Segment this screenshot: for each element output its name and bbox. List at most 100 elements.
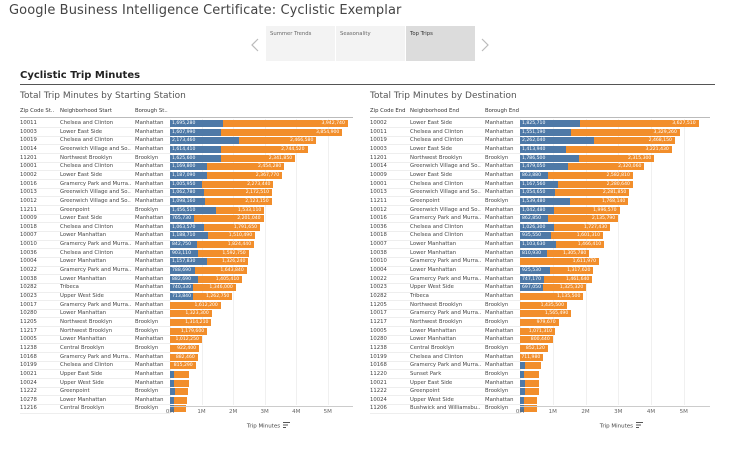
table-row[interactable]: 10024 Upper West Side Manhattan xyxy=(370,396,710,405)
table-row[interactable]: 10021 Upper East Side Manhattan xyxy=(20,370,353,379)
table-row[interactable]: 11216 Central Brooklyn Brooklyn xyxy=(20,404,353,413)
table-row[interactable]: 11211 Greenpoint Brooklyn 1,456,510 1,533,11… xyxy=(20,206,353,215)
bar-segment-orange[interactable] xyxy=(238,137,317,145)
bar-segment-orange[interactable] xyxy=(548,215,619,223)
table-row[interactable]: 10021 Upper East Side Manhattan xyxy=(370,379,710,388)
bar-segment-orange[interactable] xyxy=(524,362,542,370)
bar-segment-orange[interactable] xyxy=(220,145,308,153)
bar-segment-orange[interactable] xyxy=(206,163,285,171)
table-row[interactable]: 11205 Northwest Brooklyn Brooklyn 1,435,500 xyxy=(370,301,710,310)
bar-segment-orange[interactable] xyxy=(520,353,544,361)
table-row[interactable]: 10038 Lower Manhattan Manhattan 810,930 1,30… xyxy=(370,249,710,258)
bar-segment-blue[interactable] xyxy=(170,405,175,413)
bar-segment-orange[interactable] xyxy=(546,249,590,257)
bar-segment-blue[interactable] xyxy=(520,396,524,404)
table-row[interactable]: 10005 Lower Manhattan Manhattan 1,071,310 xyxy=(370,327,710,336)
bar-segment-orange[interactable] xyxy=(523,396,538,404)
table-row[interactable]: 10012 Greenwich Village and So.. Manhattan… xyxy=(20,197,353,206)
bar-segment-blue[interactable] xyxy=(170,284,194,292)
table-row[interactable]: 11201 Northwest Brooklyn Brooklyn 1,625,600… xyxy=(20,154,353,163)
bar-segment-orange[interactable] xyxy=(201,180,274,188)
bar-segment-orange[interactable] xyxy=(520,301,568,309)
bar-segment-orange[interactable] xyxy=(196,241,255,249)
bar-segment-orange[interactable] xyxy=(520,327,556,335)
table-row[interactable]: 11205 Northwest Brooklyn Brooklyn 1,314,210 xyxy=(20,318,353,327)
table-row[interactable]: 10007 Lower Manhattan Manhattan 1,103,630 1,… xyxy=(370,240,710,249)
bar-segment-orange[interactable] xyxy=(570,128,680,136)
table-row[interactable]: 11217 Northwest Brooklyn Brooklyn 1,179,600 xyxy=(20,327,353,336)
bar-segment-blue[interactable] xyxy=(170,189,204,197)
sort-icon[interactable] xyxy=(283,422,291,430)
bar-segment-orange[interactable] xyxy=(520,310,572,318)
column-header[interactable]: Borough St.. xyxy=(135,108,168,114)
bar-segment-orange[interactable] xyxy=(193,284,236,292)
table-row[interactable]: 11206 Bushwick and Williamsbu.. Brooklyn xyxy=(370,404,710,413)
bar-segment-blue[interactable] xyxy=(170,275,198,283)
chevron-right-icon[interactable] xyxy=(478,38,492,52)
bar-segment-blue[interactable] xyxy=(170,396,175,404)
bar-segment-blue[interactable] xyxy=(170,388,175,396)
bar-segment-blue[interactable] xyxy=(170,128,221,136)
bar-segment-blue[interactable] xyxy=(520,370,525,378)
bar-segment-blue[interactable] xyxy=(170,180,202,188)
bar-segment-orange[interactable] xyxy=(194,215,264,223)
bar-segment-orange[interactable] xyxy=(174,388,188,396)
bar-segment-orange[interactable] xyxy=(170,301,221,309)
bar-segment-blue[interactable] xyxy=(170,206,216,214)
bar-segment-orange[interactable] xyxy=(578,154,655,162)
bar-segment-orange[interactable] xyxy=(520,344,548,352)
bar-segment-blue[interactable] xyxy=(520,284,543,292)
chevron-left-icon[interactable] xyxy=(248,38,262,52)
table-row[interactable]: 10199 Chelsea and Clinton Manhattan 815,290 xyxy=(20,361,353,370)
table-row[interactable]: 10002 Lower East Side Manhattan 1,825,710 3,… xyxy=(370,119,710,128)
story-point-seasonality[interactable]: Seasonality xyxy=(336,26,406,61)
column-header[interactable]: Neighborhood End xyxy=(410,108,460,114)
bar-segment-blue[interactable] xyxy=(520,180,559,188)
bar-segment-orange[interactable] xyxy=(194,267,247,275)
bar-segment-blue[interactable] xyxy=(170,137,239,145)
bar-segment-orange[interactable] xyxy=(579,120,699,127)
bar-segment-blue[interactable] xyxy=(170,293,193,300)
bar-segment-blue[interactable] xyxy=(520,171,549,179)
table-row[interactable]: 10003 Lower East Side Manhattan 1,607,990 3,… xyxy=(20,128,353,137)
table-row[interactable]: 10016 Gramercy Park and Murra.. Manhattan 8… xyxy=(370,214,710,223)
table-row[interactable]: 11238 Central Brooklyn Brooklyn 852,120 xyxy=(370,344,710,353)
bar-segment-blue[interactable] xyxy=(520,267,551,275)
table-row[interactable]: 10007 Lower Manhattan Manhattan 1,188,710 1,… xyxy=(20,231,353,240)
table-row[interactable]: 10003 Lower East Side Manhattan 1,413,940 3,… xyxy=(370,145,710,154)
table-row[interactable]: 10009 Lower East Side Manhattan 765,730 2,20… xyxy=(20,214,353,223)
table-row[interactable]: 10038 Lower Manhattan Manhattan 882,690 1,40… xyxy=(20,275,353,284)
bar-segment-orange[interactable] xyxy=(568,163,645,171)
bar-segment-blue[interactable] xyxy=(520,405,525,413)
bar-segment-blue[interactable] xyxy=(520,362,525,370)
sort-icon[interactable] xyxy=(636,422,644,430)
bar-segment-blue[interactable] xyxy=(170,370,174,378)
bar-segment-blue[interactable] xyxy=(520,189,555,197)
table-row[interactable]: 10019 Chelsea and Clinton Manhattan 2,262,0… xyxy=(370,136,710,145)
bar-segment-orange[interactable] xyxy=(554,206,620,214)
story-point-summer-trends[interactable]: Summer Trends xyxy=(266,26,336,61)
table-row[interactable]: 10017 Gramercy Park and Murra.. Manhattan 1… xyxy=(20,301,353,310)
bar-segment-orange[interactable] xyxy=(550,267,594,275)
table-row[interactable]: 10199 Chelsea and Clinton Manhattan 711,980 xyxy=(370,353,710,362)
table-row[interactable]: 10013 Greenwich Village and So.. Manhattan… xyxy=(370,188,710,197)
table-row[interactable]: 10012 Greenwich Village and So.. Manhattan… xyxy=(370,206,710,215)
bar-segment-orange[interactable] xyxy=(220,128,343,136)
bar-segment-orange[interactable] xyxy=(197,275,243,283)
table-row[interactable]: 11222 Greenpoint Brooklyn xyxy=(370,387,710,396)
column-header[interactable]: Zip Code St.. xyxy=(20,108,55,114)
bar-segment-orange[interactable] xyxy=(570,197,629,205)
bar-segment-orange[interactable] xyxy=(170,336,202,344)
bar-segment-orange[interactable] xyxy=(566,145,672,153)
bar-segment-orange[interactable] xyxy=(174,379,189,387)
table-row[interactable]: 10009 Lower East Side Manhattan 863,880 2,58… xyxy=(370,171,710,180)
bar-segment-orange[interactable] xyxy=(554,189,630,197)
bar-segment-orange[interactable] xyxy=(170,327,208,335)
table-row[interactable]: 10010 Gramercy Park and Murra.. Manhattan 1… xyxy=(370,257,710,266)
table-row[interactable]: 10036 Chelsea and Clinton Manhattan 1,026,3… xyxy=(370,223,710,232)
table-row[interactable]: 10036 Chelsea and Clinton Manhattan 903,110… xyxy=(20,249,353,258)
table-row[interactable]: 11222 Greenpoint Brooklyn xyxy=(20,387,353,396)
table-row[interactable]: 10001 Chelsea and Clinton Manhattan 1,169,8… xyxy=(20,162,353,171)
table-row[interactable]: 10168 Gramercy Park and Murra.. Manhattan 8… xyxy=(20,353,353,362)
bar-segment-orange[interactable] xyxy=(548,171,633,179)
